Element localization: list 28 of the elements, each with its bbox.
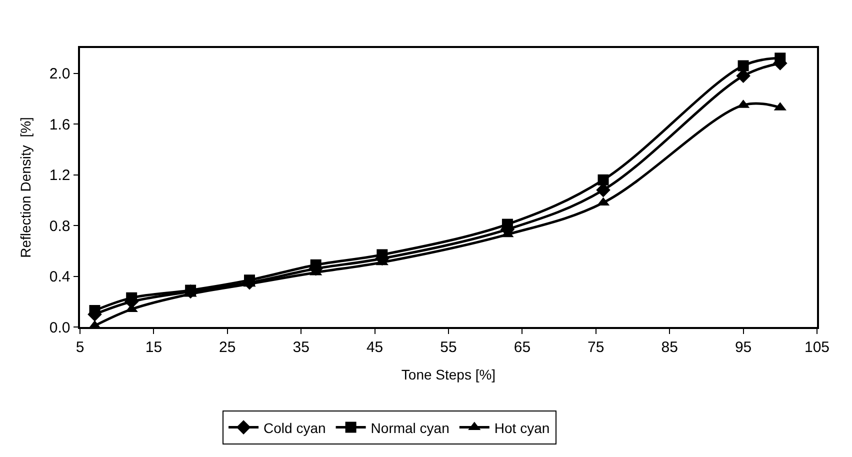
point bbox=[89, 305, 100, 316]
y-tick-label: 0.4 bbox=[49, 268, 70, 286]
x-tick-label: 95 bbox=[734, 338, 752, 356]
x-tick-label: 5 bbox=[76, 338, 84, 356]
legend-label: Cold cyan bbox=[264, 420, 326, 436]
y-tick-label: 0.8 bbox=[49, 218, 70, 235]
y-tick-label: 2.0 bbox=[49, 66, 70, 83]
point bbox=[598, 174, 609, 186]
y-tick-label: 0.0 bbox=[49, 319, 70, 336]
x-tick-label: 55 bbox=[440, 338, 457, 356]
point bbox=[738, 60, 749, 72]
point bbox=[376, 249, 388, 260]
x-tick-label: 45 bbox=[366, 338, 384, 356]
point bbox=[310, 259, 322, 270]
x-tick-label: 35 bbox=[292, 338, 310, 356]
y-tick-label: 1.2 bbox=[49, 167, 70, 184]
x-tick-label: 25 bbox=[219, 338, 236, 356]
legend-label: Normal cyan bbox=[370, 420, 450, 436]
x-tick-label: 105 bbox=[804, 338, 830, 356]
point bbox=[126, 292, 138, 304]
legend-label: Hot cyan bbox=[494, 420, 550, 436]
y-tick-label: 1.6 bbox=[49, 116, 70, 134]
x-tick-label: 15 bbox=[145, 338, 162, 356]
x-axis-title: Tone Steps [%] bbox=[401, 366, 496, 383]
x-tick-label: 65 bbox=[514, 338, 531, 356]
y-axis-title: Reflection Density [%] bbox=[17, 117, 34, 258]
x-tick-label: 75 bbox=[588, 338, 604, 356]
x-tick-label: 85 bbox=[661, 338, 678, 356]
